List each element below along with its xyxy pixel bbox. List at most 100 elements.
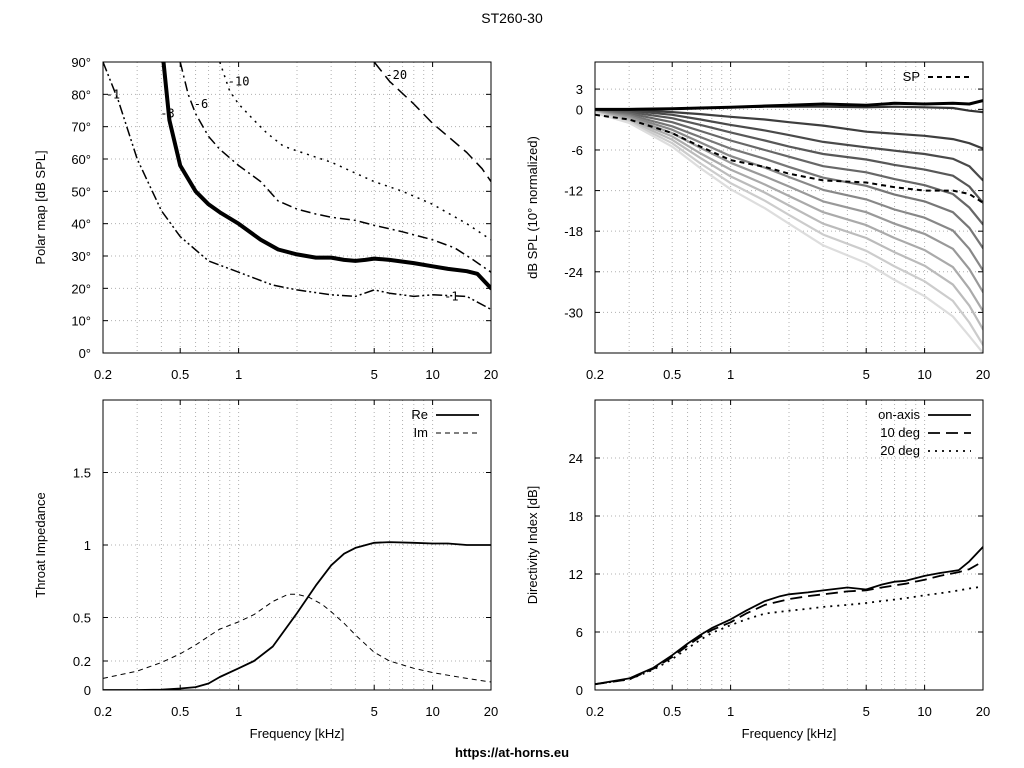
series-line-0: [595, 546, 983, 686]
legend-label: SP: [903, 69, 920, 84]
contour-label: -20: [385, 68, 407, 82]
grid: [103, 400, 491, 690]
y-tick-label: -24: [564, 265, 583, 280]
polar-curve-30deg: [595, 108, 983, 182]
x-tick-label: 5: [863, 367, 870, 382]
contour-label: -6: [194, 97, 208, 111]
y-tick-label: 0: [576, 102, 583, 117]
grid: [595, 400, 983, 690]
x-tick-label: 10: [425, 704, 439, 719]
polar-curve-50deg: [595, 109, 983, 226]
legend-label: Re: [411, 407, 428, 422]
polar-curve-120deg: [595, 111, 983, 353]
x-tick-label: 0.5: [171, 367, 189, 382]
legend-label: 10 deg: [880, 425, 920, 440]
y-tick-label: 0°: [79, 346, 91, 361]
polar-curve-40deg: [595, 108, 983, 204]
polar-curve-60deg: [595, 109, 983, 250]
legend: Re Im: [411, 407, 479, 440]
y-axis-label: Polar map [dB SPL]: [33, 150, 48, 264]
legend: SP: [903, 69, 971, 84]
y-tick-label: 0: [576, 683, 583, 698]
series-line-0: [595, 113, 983, 204]
y-tick-label: 30°: [71, 249, 91, 264]
y-tick-label: 24: [569, 451, 583, 466]
y-tick-label: 60°: [71, 152, 91, 167]
y-tick-label: -18: [564, 224, 583, 239]
polar-curve-70deg: [595, 110, 983, 272]
x-tick-label: 1: [235, 367, 242, 382]
x-tick-label: 5: [371, 704, 378, 719]
series-line-4: [373, 62, 491, 183]
y-axis-label: Directivity Index [dB]: [525, 486, 540, 605]
footer-url[interactable]: https://at-horns.eu: [455, 745, 569, 760]
y-tick-label: 40°: [71, 217, 91, 232]
y-tick-label: 0.2: [73, 654, 91, 669]
x-tick-label: 20: [976, 367, 990, 382]
grid: [103, 62, 491, 353]
x-tick-label: 10: [917, 367, 931, 382]
series-line-1: [595, 99, 983, 111]
figure-title: ST260-30: [481, 10, 543, 26]
series-line-2: [179, 62, 491, 273]
y-tick-label: 12: [569, 567, 583, 582]
x-tick-label: 0.5: [663, 704, 681, 719]
legend-label: Im: [414, 425, 428, 440]
x-tick-label: 0.5: [663, 367, 681, 382]
legend-label: on-axis: [878, 407, 920, 422]
grid: [595, 62, 983, 353]
plot-area: [595, 546, 983, 686]
series-line-0: [103, 541, 491, 690]
y-tick-label: 18: [569, 509, 583, 524]
contour-label: -1: [106, 87, 120, 101]
y-tick-label: -12: [564, 184, 583, 199]
y-tick-label: 90°: [71, 55, 91, 70]
x-tick-label: 0.2: [94, 704, 112, 719]
y-tick-label: 20°: [71, 281, 91, 296]
plot-frame: [594, 61, 984, 354]
x-tick-label: 20: [484, 367, 498, 382]
series-line-1: [161, 62, 491, 291]
polar-curve-90deg: [595, 111, 983, 313]
x-tick-label: 1: [235, 704, 242, 719]
polar-curve-20deg: [595, 108, 983, 150]
legend: on-axis 10 deg 20 deg: [878, 407, 971, 458]
y-tick-label: 10°: [71, 314, 91, 329]
x-tick-label: 0.2: [586, 367, 604, 382]
contour-label: -10: [228, 74, 250, 88]
x-tick-label: 20: [484, 704, 498, 719]
y-tick-label: -6: [571, 143, 583, 158]
x-tick-label: 0.2: [586, 704, 604, 719]
y-tick-label: 0: [84, 683, 91, 698]
x-tick-label: 20: [976, 704, 990, 719]
x-tick-label: 1: [727, 704, 734, 719]
y-axis-label: Throat Impedance: [33, 492, 48, 598]
series-line-1: [595, 560, 983, 686]
y-tick-label: 3: [576, 82, 583, 97]
polar-curve-100deg: [595, 111, 983, 331]
plot-area: [103, 541, 491, 690]
x-axis-label: Frequency [kHz]: [250, 726, 345, 741]
x-tick-label: 1: [727, 367, 734, 382]
contour-label: -3: [160, 107, 174, 121]
x-tick-label: 5: [371, 367, 378, 382]
chart-directivity-index: 0.2 0.5 1 5 10 20 0 6 12 18 24 Frequency [kHz] Direc…: [525, 399, 990, 741]
y-tick-label: 0.5: [73, 611, 91, 626]
y-tick-label: 6: [576, 625, 583, 640]
x-tick-label: 0.5: [171, 704, 189, 719]
y-tick-label: 70°: [71, 120, 91, 135]
series-line-0: [103, 62, 491, 311]
y-tick-label: 1: [84, 538, 91, 553]
chart-polar-map: -1 -1 -3 -6 -10 -20 0.2 0.5 1 5 10 20 0° 10° 20° 30° 40°…: [33, 55, 498, 382]
y-tick-label: 80°: [71, 87, 91, 102]
y-axis-label: dB SPL (10° normalized): [525, 136, 540, 279]
plot-area: [103, 62, 491, 311]
x-tick-label: 10: [425, 367, 439, 382]
plot-frame: [102, 61, 492, 354]
contour-label: -1: [444, 289, 458, 303]
y-tick-label: 50°: [71, 184, 91, 199]
x-tick-label: 10: [917, 704, 931, 719]
